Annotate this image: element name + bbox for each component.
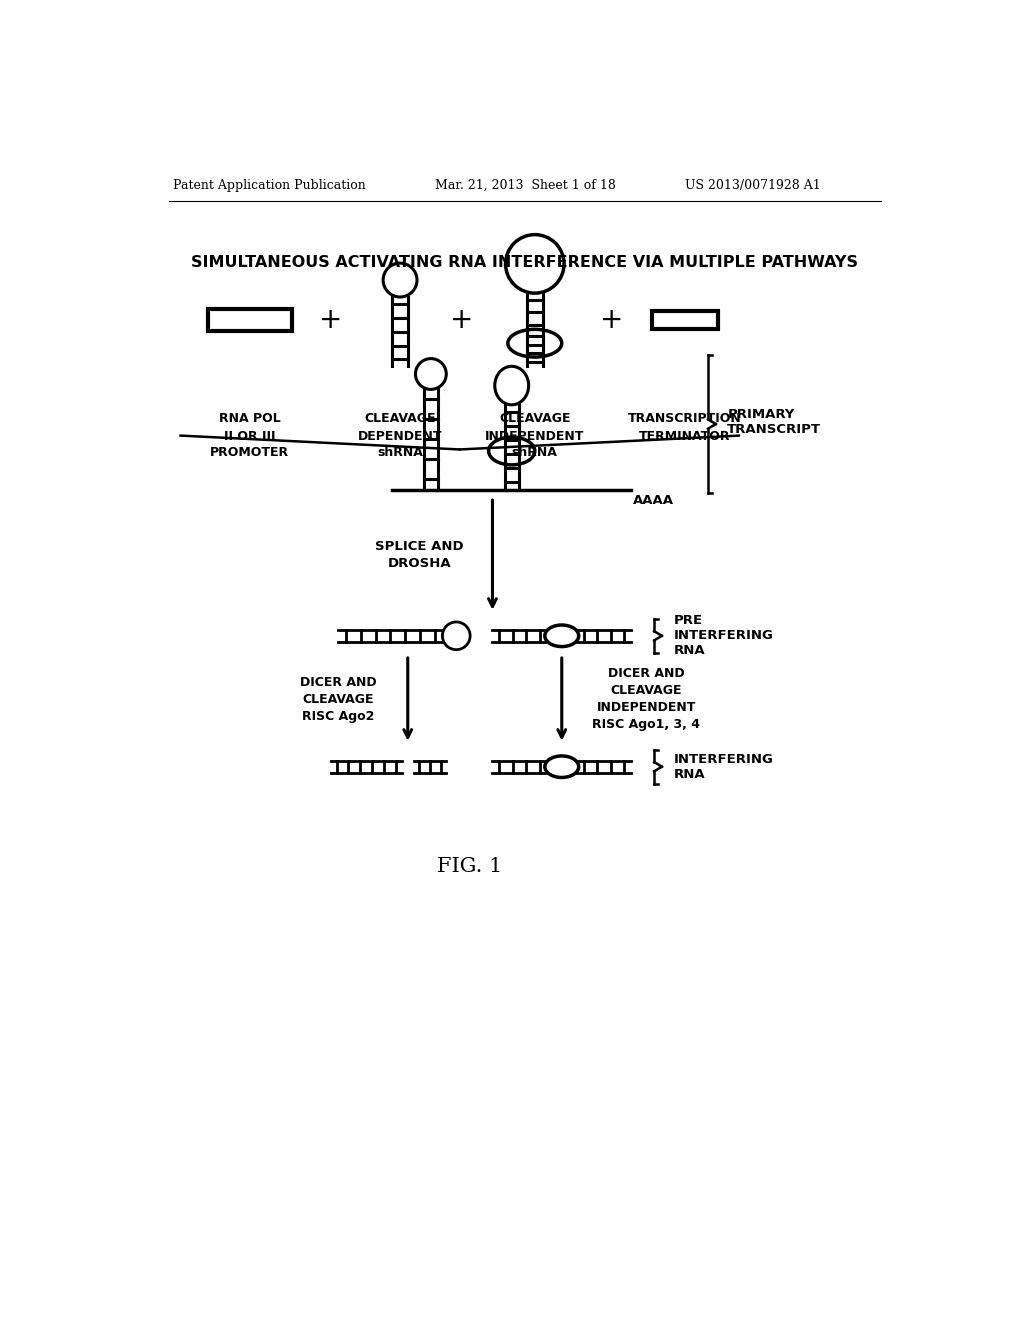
Text: RNA POL
II OR III
PROMOTER: RNA POL II OR III PROMOTER (210, 412, 290, 459)
Text: DICER AND
CLEAVAGE
RISC Ago2: DICER AND CLEAVAGE RISC Ago2 (300, 676, 377, 723)
Text: AAAA: AAAA (634, 494, 675, 507)
Text: +: + (600, 306, 624, 334)
Text: PRIMARY
TRANSCRIPT: PRIMARY TRANSCRIPT (727, 408, 821, 436)
Text: DICER AND
CLEAVAGE
INDEPENDENT
RISC Ago1, 3, 4: DICER AND CLEAVAGE INDEPENDENT RISC Ago1… (593, 668, 700, 731)
Text: SPLICE AND
DROSHA: SPLICE AND DROSHA (375, 540, 464, 570)
Text: +: + (319, 306, 342, 334)
Text: FIG. 1: FIG. 1 (436, 857, 502, 876)
Text: +: + (450, 306, 473, 334)
Text: Mar. 21, 2013  Sheet 1 of 18: Mar. 21, 2013 Sheet 1 of 18 (435, 178, 615, 191)
Text: SIMULTANEOUS ACTIVATING RNA INTERFERENCE VIA MULTIPLE PATHWAYS: SIMULTANEOUS ACTIVATING RNA INTERFERENCE… (191, 255, 858, 269)
Bar (208, 309, 292, 331)
Text: PRE
INTERFERING
RNA: PRE INTERFERING RNA (674, 614, 773, 657)
Text: TRANSCRIPTION
TERMINATOR: TRANSCRIPTION TERMINATOR (628, 412, 741, 442)
Bar (652, 312, 718, 329)
Text: CLEAVAGE
DEPENDENT
shRNA: CLEAVAGE DEPENDENT shRNA (357, 412, 442, 459)
Text: CLEAVAGE
INDEPENDENT
shRNA: CLEAVAGE INDEPENDENT shRNA (485, 412, 585, 459)
Text: US 2013/0071928 A1: US 2013/0071928 A1 (685, 178, 820, 191)
Text: Patent Application Publication: Patent Application Publication (173, 178, 366, 191)
Text: INTERFERING
RNA: INTERFERING RNA (674, 752, 773, 780)
